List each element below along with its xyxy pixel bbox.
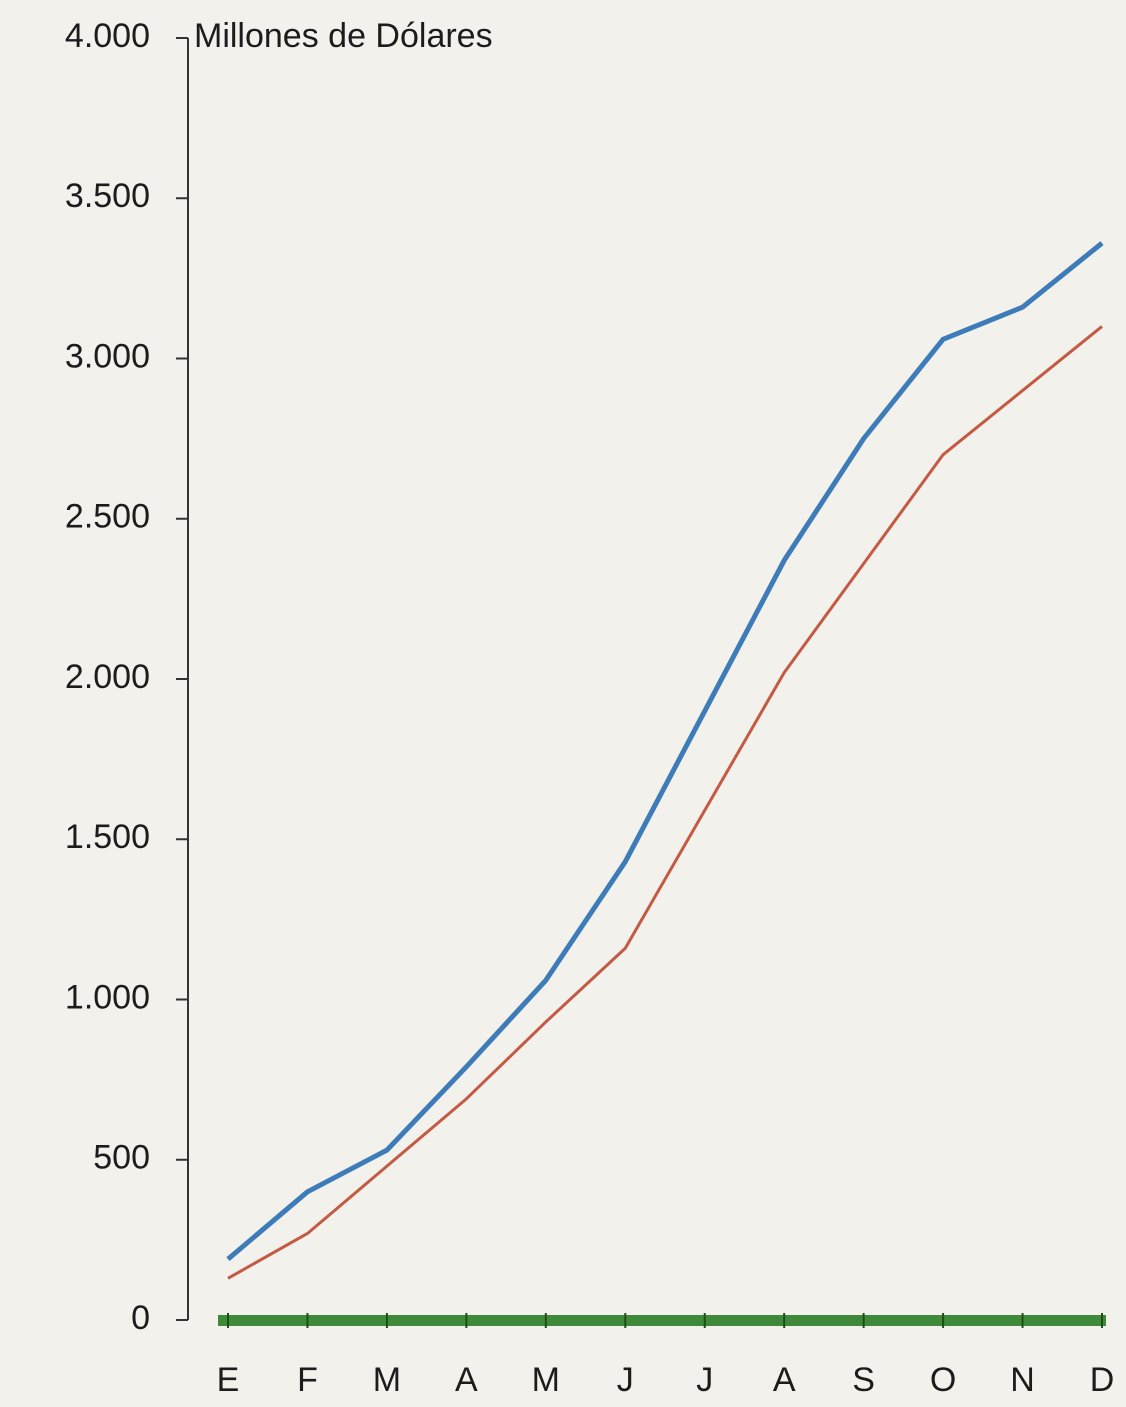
x-axis-band	[218, 1315, 1106, 1326]
y-tick-label: 1.000	[65, 978, 150, 1016]
y-tick-label: 1.500	[65, 818, 150, 856]
x-tick-label: A	[773, 1361, 796, 1399]
y-tick-label: 500	[93, 1139, 150, 1177]
y-axis-label: Millones de Dólares	[194, 17, 493, 55]
x-tick-label: M	[373, 1361, 401, 1399]
y-tick-label: 2.500	[65, 498, 150, 536]
y-tick-label: 4.000	[65, 17, 150, 55]
x-tick-label: O	[930, 1361, 956, 1399]
y-tick-label: 0	[131, 1299, 150, 1337]
y-tick-label: 3.500	[65, 177, 150, 215]
x-tick-label: J	[617, 1361, 634, 1399]
x-tick-label: M	[532, 1361, 560, 1399]
x-tick-label: E	[217, 1361, 240, 1399]
x-tick-label: J	[696, 1361, 713, 1399]
x-tick-label: D	[1090, 1361, 1115, 1399]
x-tick-label: F	[297, 1361, 318, 1399]
y-tick-label: 3.000	[65, 337, 150, 375]
x-tick-label: A	[455, 1361, 478, 1399]
x-tick-label: S	[852, 1361, 875, 1399]
x-tick-label: N	[1010, 1361, 1035, 1399]
data-line	[226, 241, 1104, 1262]
data-line	[227, 325, 1103, 1280]
y-tick-label: 2.000	[65, 658, 150, 696]
